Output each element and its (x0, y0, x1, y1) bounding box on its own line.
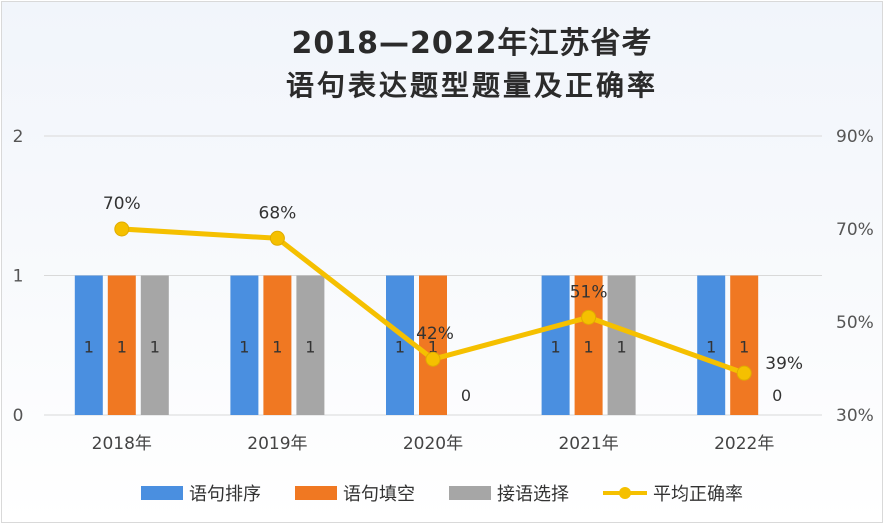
bar-data-label: 1 (150, 337, 160, 356)
y-right-tick-label: 90% (836, 127, 874, 147)
line-data-label: 68% (259, 203, 297, 223)
x-tick-label: 2021年 (558, 434, 618, 454)
chart-legend: 语句排序 语句填空 接语选择 平均正确率 (0, 478, 884, 508)
bar (296, 275, 325, 415)
chart-title-line1: 2018—2022年江苏省考 (291, 26, 653, 61)
line-point (114, 221, 130, 237)
bar-data-label: 1 (239, 337, 249, 356)
bar (74, 275, 103, 415)
legend-swatch (603, 486, 647, 500)
y-left-tick-label: 1 (13, 267, 24, 287)
line-data-label: 39% (765, 354, 803, 374)
bar (386, 275, 414, 415)
bar-data-label: 1 (551, 337, 561, 356)
bar-data-label: 0 (461, 386, 471, 405)
bar-data-label: 0 (772, 386, 782, 405)
legend-label: 平均正确率 (653, 484, 743, 505)
bar-data-label: 1 (428, 337, 438, 356)
legend-label: 语句填空 (343, 484, 415, 505)
legend-swatch (141, 486, 183, 500)
bar (697, 275, 726, 415)
bar (230, 275, 259, 415)
bar (574, 275, 603, 415)
y-right-tick-label: 70% (836, 220, 874, 240)
bar-data-label: 1 (706, 337, 716, 356)
x-tick-label: 2019年 (247, 434, 307, 454)
legend-swatch (295, 486, 337, 500)
line-point (425, 351, 441, 367)
y-left-tick-label: 2 (13, 127, 24, 147)
bar (107, 275, 136, 415)
line-data-label: 51% (570, 282, 608, 302)
y-right-tick-label: 50% (836, 313, 874, 333)
legend-item: 语句排序 (141, 480, 261, 506)
line-point (736, 365, 752, 381)
bar-data-label: 1 (272, 337, 282, 356)
bar (607, 275, 636, 415)
bar (140, 275, 169, 415)
legend-label: 语句排序 (189, 484, 261, 505)
chart-title-line2: 语句表达题型题量及正确率 (285, 69, 658, 102)
x-tick-label: 2018年 (92, 434, 152, 454)
x-tick-label: 2020年 (403, 434, 463, 454)
bar-data-label: 1 (305, 337, 315, 356)
y-right-tick-label: 30% (836, 406, 874, 426)
legend-item: 语句填空 (295, 480, 415, 506)
bar-data-label: 1 (395, 337, 405, 356)
legend-item: 接语选择 (449, 480, 569, 506)
x-tick-label: 2022年 (714, 434, 774, 454)
bar (263, 275, 292, 415)
bar-data-label: 1 (117, 337, 127, 356)
bar (541, 275, 570, 415)
bar-data-label: 1 (84, 337, 94, 356)
bar (419, 275, 447, 415)
bar (730, 275, 759, 415)
bar-data-label: 1 (739, 337, 749, 356)
legend-label: 接语选择 (497, 484, 569, 505)
y-left-tick-label: 0 (13, 406, 24, 426)
legend-swatch (449, 486, 491, 500)
legend-item: 平均正确率 (603, 480, 743, 506)
line-point (269, 230, 285, 246)
bar-data-label: 1 (617, 337, 627, 356)
line-data-label: 70% (103, 194, 141, 214)
bar-data-label: 1 (584, 337, 594, 356)
line-data-label: 42% (416, 324, 454, 344)
line-point (581, 309, 597, 325)
